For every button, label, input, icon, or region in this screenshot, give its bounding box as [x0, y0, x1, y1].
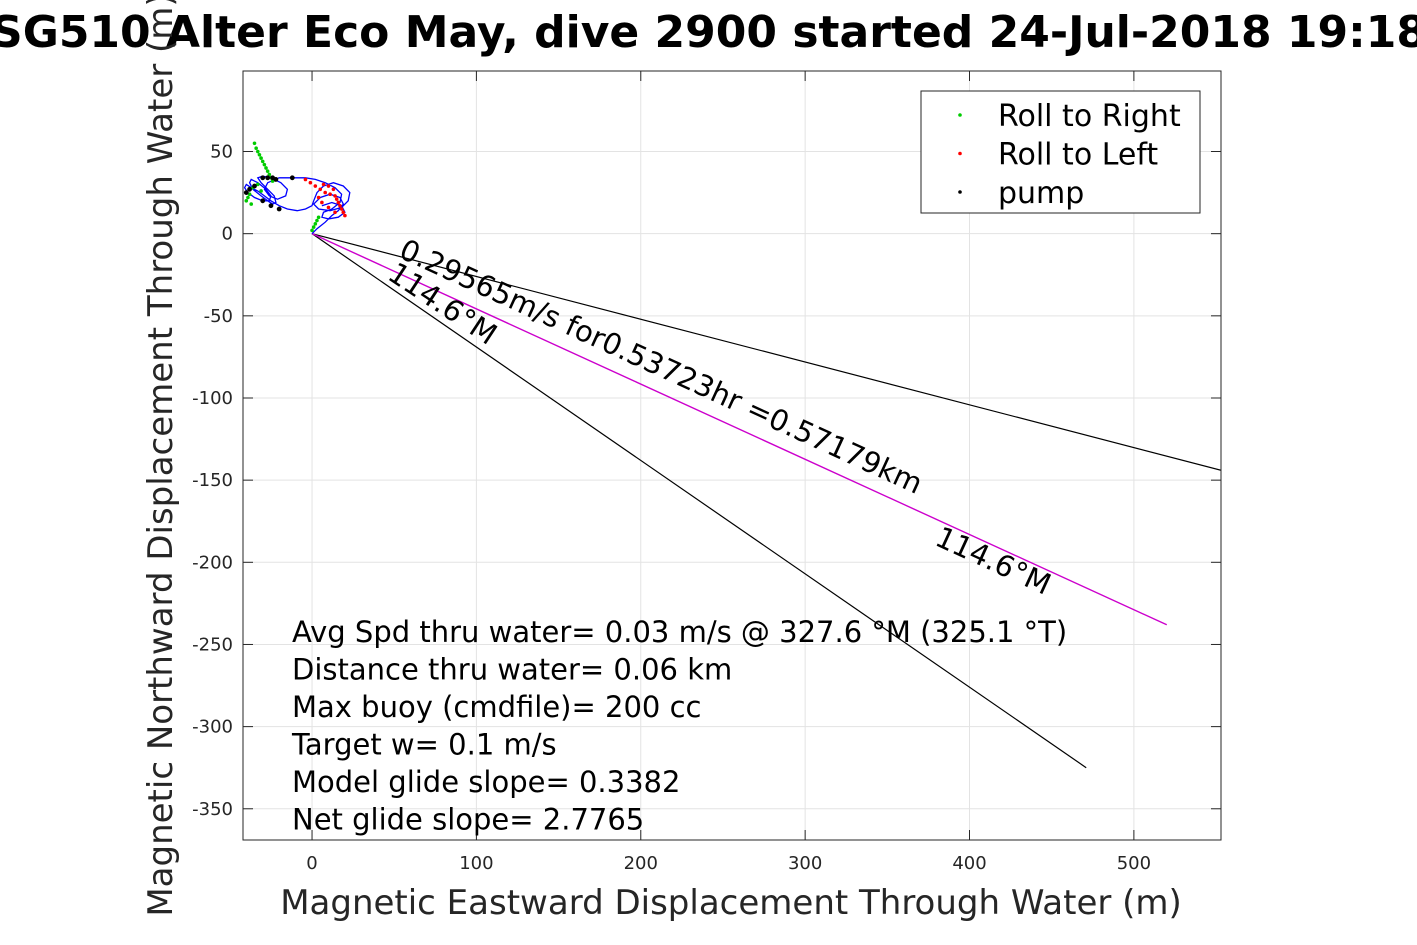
roll-left-point — [338, 203, 342, 208]
current-fan-lower-line — [311, 233, 1087, 769]
legend-label: pump — [998, 176, 1084, 211]
roll-left-point — [320, 200, 324, 205]
roll-right-point — [315, 218, 319, 223]
stats-line: Target w= 0.1 m/s — [291, 728, 557, 762]
stats-line: Max buoy (cmdfile)= 200 cc — [292, 690, 701, 724]
x-tick-label: 0 — [306, 853, 317, 874]
pump-point — [260, 198, 266, 204]
data-layer — [243, 141, 1221, 769]
roll-right-point — [313, 222, 318, 226]
y-tick-label: 50 — [210, 142, 233, 163]
axes-frame — [242, 70, 1222, 841]
roll-right-point — [316, 215, 321, 220]
pump-point — [273, 177, 279, 182]
x-axis-label: Magnetic Eastward Displacement Through W… — [280, 883, 1182, 923]
current-fan-upper-line — [311, 233, 1221, 471]
legend-marker — [958, 113, 962, 117]
x-tick-label: 500 — [1117, 853, 1151, 874]
roll-left-point — [318, 187, 323, 192]
stats-line: Distance thru water= 0.06 km — [292, 653, 732, 687]
y-tick-label: 0 — [222, 224, 233, 245]
stats-line: Model glide slope= 0.3382 — [292, 765, 680, 799]
y-tick-label: -50 — [204, 306, 233, 327]
roll-right-point — [260, 159, 265, 164]
roll-right-point — [259, 156, 263, 160]
y-tick-label: -100 — [192, 388, 233, 409]
roll-left-point — [316, 195, 321, 200]
roll-right-point — [254, 146, 258, 151]
y-tick-label: -200 — [192, 552, 233, 573]
x-tick-label: 300 — [788, 853, 822, 874]
roll-right-point — [262, 162, 267, 167]
pump-point — [276, 206, 282, 212]
roll-left-point — [333, 210, 337, 215]
pump-point — [243, 190, 249, 195]
stats-box: Avg Spd thru water= 0.03 m/s @ 327.6 °M … — [291, 615, 1067, 837]
y-tick-label: -150 — [192, 470, 233, 491]
x-tick-label: 200 — [624, 853, 658, 874]
roll-right-point — [264, 166, 268, 170]
stats-line: Net glide slope= 2.7765 — [292, 803, 644, 837]
pump-point — [252, 183, 257, 189]
pump-point — [268, 203, 274, 209]
x-tick-label: 100 — [459, 853, 493, 874]
roll-left-point — [303, 177, 308, 182]
chart-title: SG510 Alter Eco May, dive 2900 started 2… — [0, 7, 1417, 58]
x-tick-label: 400 — [952, 853, 986, 874]
y-tick-label: -250 — [192, 634, 233, 655]
roll-left-point — [331, 187, 336, 192]
roll-left-point — [308, 180, 313, 185]
roll-right-point — [244, 199, 249, 203]
legend-marker — [958, 151, 962, 156]
y-tick-label: -300 — [192, 717, 233, 738]
legend-marker — [958, 190, 962, 194]
pump-point — [247, 186, 252, 192]
roll-left-point — [334, 197, 339, 201]
roll-left-point — [341, 210, 346, 215]
roll-right-point — [249, 202, 254, 206]
roll-left-point — [321, 182, 326, 187]
roll-left-point — [323, 190, 327, 195]
pump-point — [260, 175, 266, 181]
roll-left-point — [336, 200, 341, 205]
roll-left-point — [333, 194, 337, 198]
legend-label: Roll to Right — [998, 99, 1181, 134]
roll-right-point — [310, 228, 314, 233]
roll-right-point — [255, 149, 260, 154]
roll-right-point — [255, 182, 260, 187]
roll-left-point — [326, 184, 331, 188]
tick-layer: 0 100 200 300 400 500500-50-100-150-200-250-3… — [192, 71, 1221, 874]
y-axis-label: Magnetic Northward Displacement Through … — [141, 0, 181, 917]
roll-right-point — [252, 141, 257, 146]
legend-box — [920, 90, 1201, 214]
roll-right-point — [265, 169, 270, 174]
y-tick-label: -350 — [192, 799, 233, 820]
roll-left-point — [328, 192, 332, 197]
roll-right-point — [311, 225, 316, 229]
roll-right-point — [257, 153, 262, 157]
roll-right-point — [246, 195, 250, 200]
roll-right-point — [247, 192, 252, 197]
roll-right-point — [270, 179, 275, 183]
roll-right-point — [267, 172, 272, 177]
pump-point — [265, 175, 271, 181]
stats-line: Avg Spd thru water= 0.03 m/s @ 327.6 °M … — [292, 615, 1067, 649]
roll-left-point — [313, 184, 318, 188]
roll-left-point — [343, 213, 347, 218]
current-vector-line — [311, 233, 1168, 626]
roll-left-point — [339, 207, 344, 211]
roll-left-point — [326, 205, 331, 210]
roll-right-point — [259, 189, 263, 193]
pump-point — [289, 175, 295, 181]
legend-label: Roll to Left — [998, 138, 1158, 173]
